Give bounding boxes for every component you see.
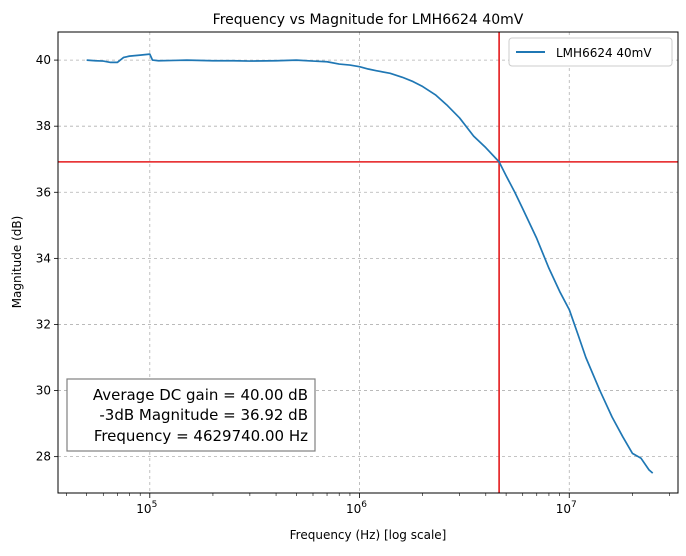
plot-frame (57, 31, 679, 494)
legend-label: LMH6624 40mV (556, 46, 652, 60)
annotation-box: Average DC gain = 40.00 dB -3dB Magnitud… (66, 378, 316, 452)
y-axis-label: Magnitude (dB) (10, 216, 24, 309)
y-tick-label: 30 (36, 384, 51, 398)
annotation-line-3: Frequency = 4629740.00 Hz (94, 427, 308, 445)
chart-title: Frequency vs Magnitude for LMH6624 40mV (213, 12, 524, 28)
annotation-line-2: -3dB Magnitude = 36.92 dB (99, 406, 308, 424)
y-tick-label: 40 (36, 53, 51, 67)
x-axis-label: Frequency (Hz) [log scale] (290, 528, 447, 542)
series-layer (86, 53, 654, 474)
series-line (86, 53, 654, 474)
annotation-frame (66, 378, 316, 452)
y-tick-label: 34 (36, 251, 51, 265)
reference-lines (58, 32, 678, 493)
annotation-line-1: Average DC gain = 40.00 dB (93, 386, 308, 404)
y-tick-label: 36 (36, 185, 51, 199)
legend-box (508, 37, 673, 67)
legend: LMH6624 40mV (508, 37, 673, 67)
y-tick-label: 38 (36, 119, 51, 133)
y-tick-label: 32 (36, 317, 51, 331)
y-tick-label: 28 (36, 450, 51, 464)
